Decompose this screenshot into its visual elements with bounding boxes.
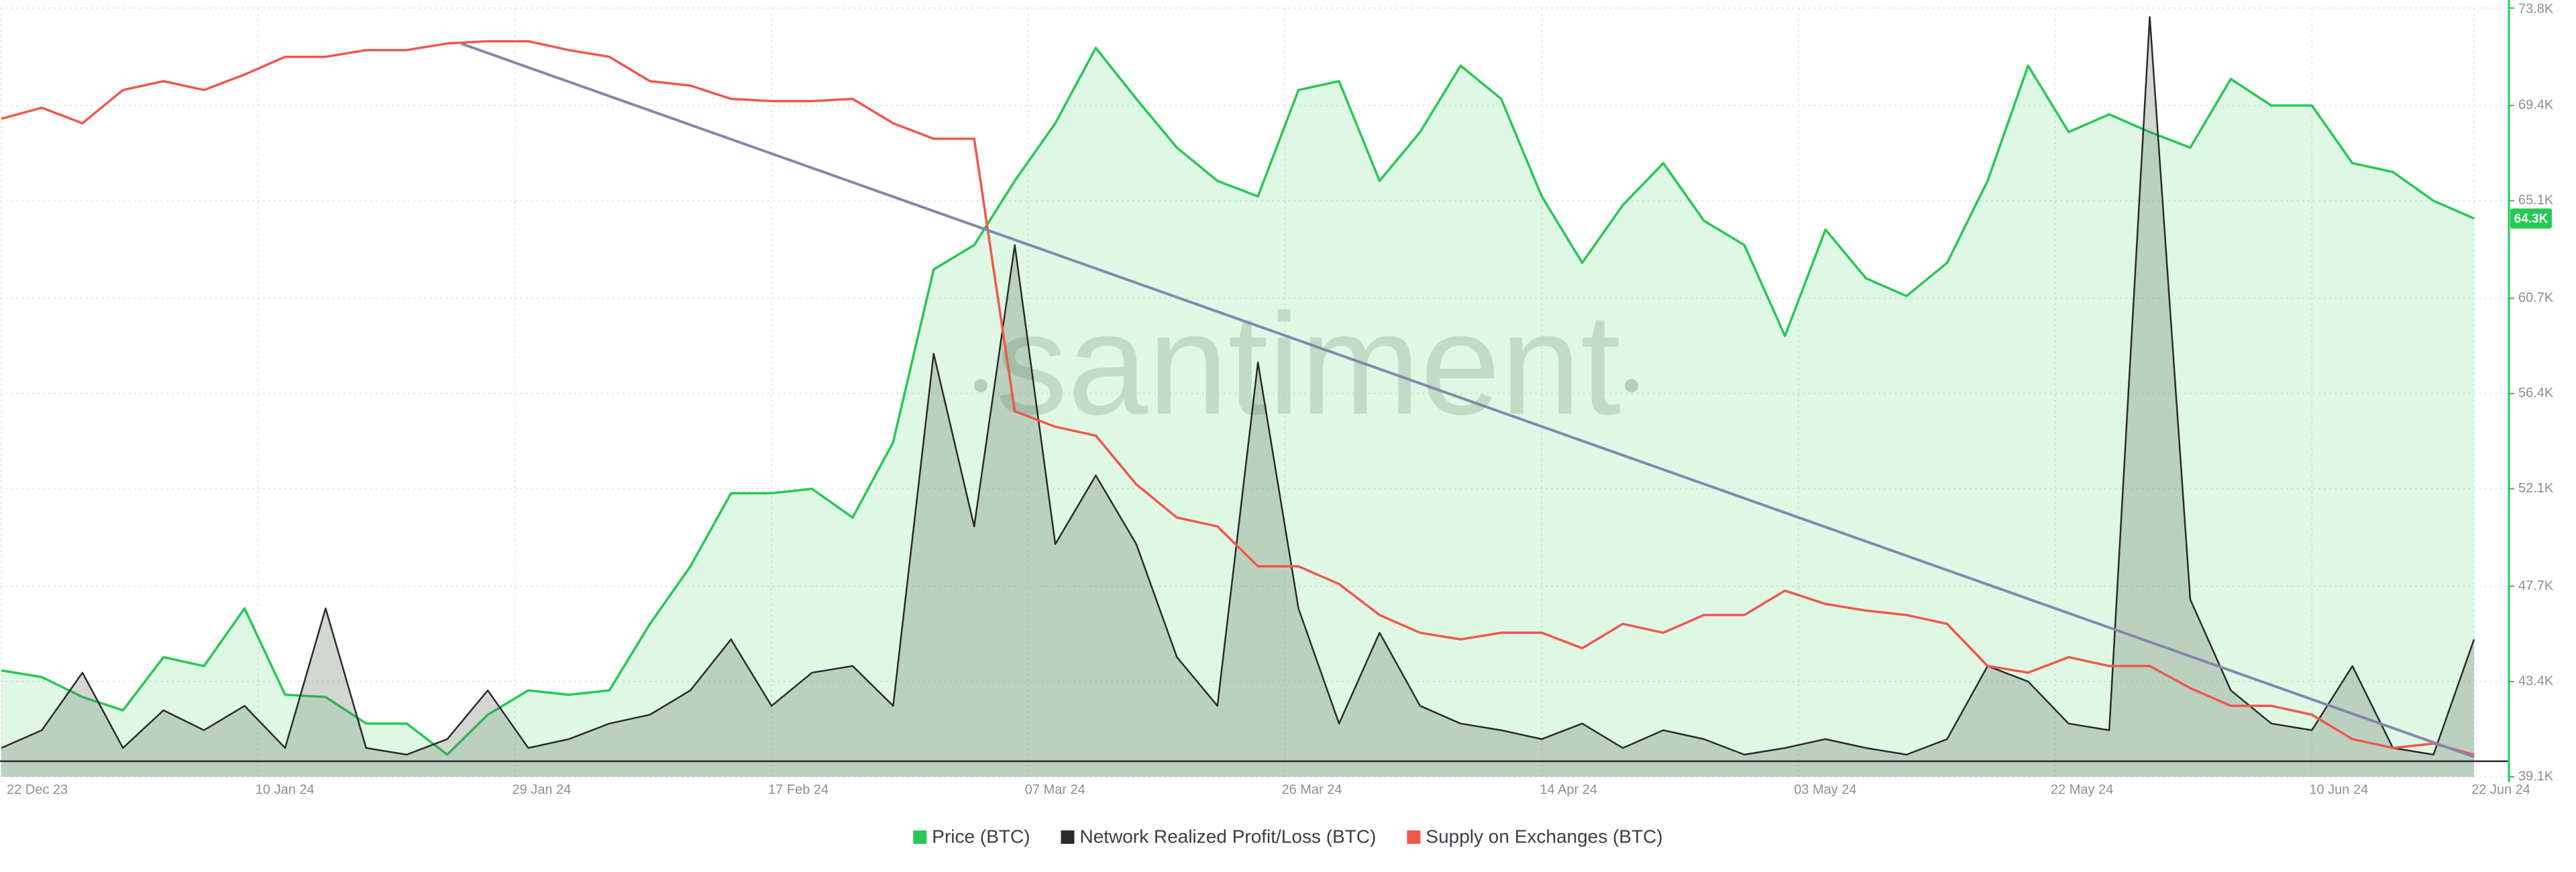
y-tick-label: 52.1K [2518,481,2554,496]
x-tick-label: 26 Mar 24 [1281,782,1342,797]
x-tick-label: 07 Mar 24 [1025,782,1085,797]
legend-swatch [1061,830,1075,844]
y-tick-label: 39.1K [2518,769,2554,783]
x-tick-label: 29 Jan 24 [512,782,571,797]
area [1,48,2474,777]
watermark-dot [974,379,987,392]
x-tick-label: 22 May 24 [2051,782,2113,797]
series-line [1,46,2475,756]
y-tick-label: 60.7K [2518,290,2554,305]
legend-item: Supply on Exchanges (BTC) [1407,826,1663,847]
y-tick-label: 43.4K [2518,673,2554,688]
x-tick-label: 14 Apr 24 [1540,782,1597,797]
legend-swatch [1407,830,1421,844]
y-tick-label: 73.8K [2518,1,2554,16]
last-value-label: 64.3K [2514,212,2548,226]
legend-label: Network Realized Profit/Loss (BTC) [1080,826,1377,847]
series-line [1,15,2475,756]
legend-item: Price (BTC) [913,826,1030,847]
series-line [1,40,2475,756]
plot [0,15,2509,777]
x-tick-label: 03 May 24 [1794,782,1856,797]
x-tick-label: 17 Feb 24 [768,782,828,797]
area [1,17,2474,777]
legend: Price (BTC) Network Realized Profit/Loss … [913,826,1663,847]
grid [0,7,2509,782]
trend-line [460,42,2475,759]
x-tick-label: 10 Jun 24 [2309,782,2368,797]
y-tick-label: 65.1K [2518,193,2554,208]
legend-label: Price (BTC) [932,826,1030,847]
watermark-dot [1625,379,1638,392]
legend-item: Network Realized Profit/Loss (BTC) [1061,826,1377,847]
y-tick-label: 56.4K [2518,386,2554,400]
last-value-badge [2510,208,2552,229]
x-tick-label: 10 Jan 24 [256,782,315,797]
legend-swatch [913,830,927,844]
x-tick-label: 22 Dec 23 [7,782,68,797]
y-tick-label: 47.7K [2518,578,2554,593]
x-tick-label: 22 Jun 24 [2471,782,2530,797]
y-tick-label: 69.4K [2518,98,2554,113]
legend-label: Supply on Exchanges (BTC) [1426,826,1662,847]
